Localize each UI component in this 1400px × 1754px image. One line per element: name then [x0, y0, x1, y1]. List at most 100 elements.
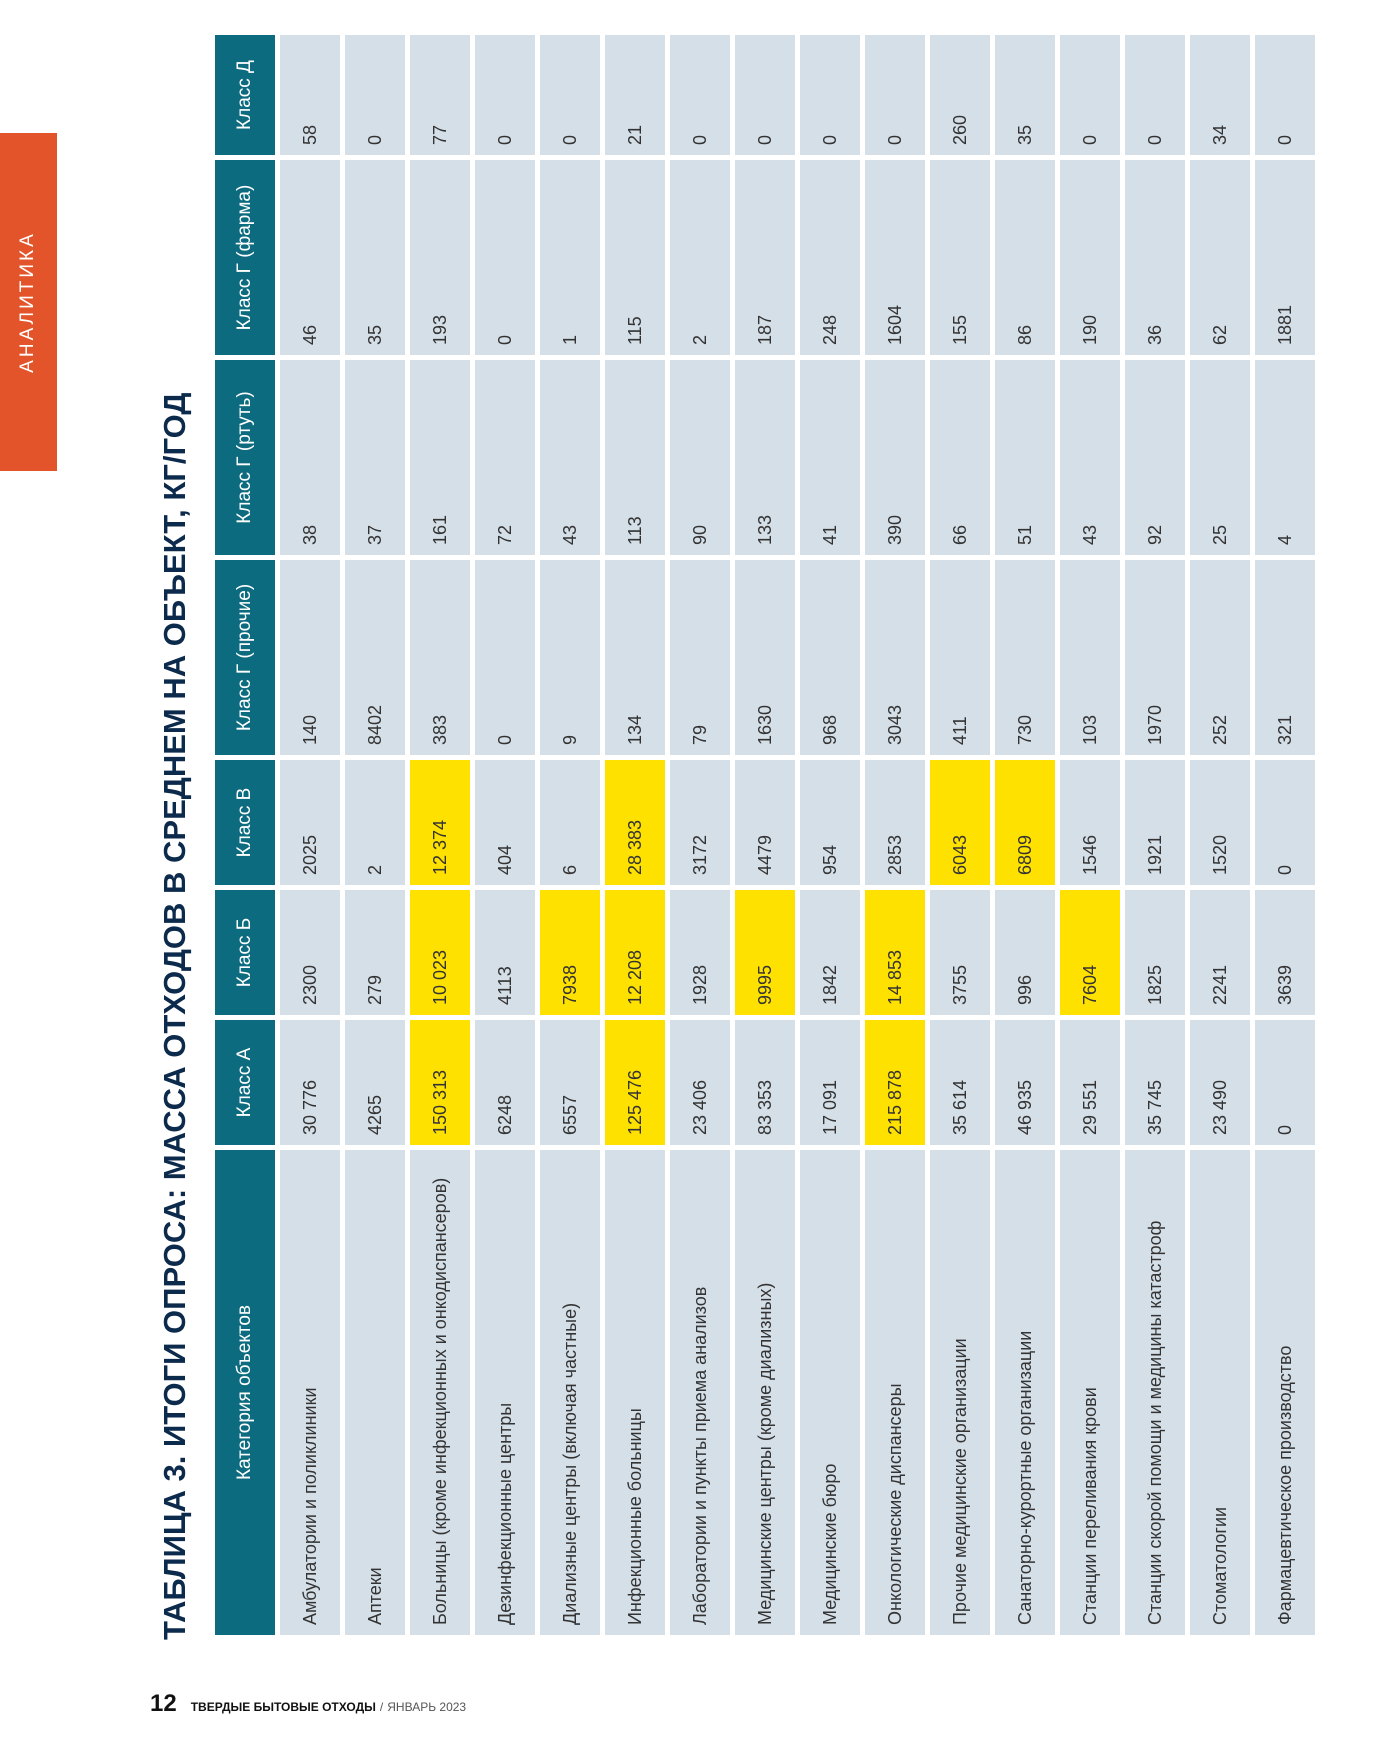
value-cell: 35 614 — [930, 1020, 990, 1145]
value-cell: 28 383 — [605, 760, 665, 885]
category-cell: Прочие медицинские организации — [930, 1150, 990, 1635]
value-cell: 29 551 — [1060, 1020, 1120, 1145]
value-cell: 4 — [1255, 360, 1315, 555]
value-cell: 133 — [735, 360, 795, 555]
value-cell: 954 — [800, 760, 860, 885]
value-cell: 996 — [995, 890, 1055, 1015]
category-cell: Инфекционные больницы — [605, 1150, 665, 1635]
value-cell: 92 — [1125, 360, 1185, 555]
value-cell: 1928 — [670, 890, 730, 1015]
value-cell: 86 — [995, 160, 1055, 355]
category-cell: Дезинфекционные центры — [475, 1150, 535, 1635]
value-cell: 1921 — [1125, 760, 1185, 885]
value-cell: 190 — [1060, 160, 1120, 355]
table-row: Санаторно-курортные организации 46 935 996… — [995, 35, 1055, 1635]
value-cell: 2241 — [1190, 890, 1250, 1015]
footer-separator: / — [379, 1700, 384, 1714]
value-cell: 46 — [280, 160, 340, 355]
value-cell: 6043 — [930, 760, 990, 885]
value-cell: 1604 — [865, 160, 925, 355]
value-cell: 0 — [475, 35, 535, 155]
value-cell: 25 — [1190, 360, 1250, 555]
value-cell: 2 — [345, 760, 405, 885]
value-cell: 115 — [605, 160, 665, 355]
value-cell: 113 — [605, 360, 665, 555]
section-tab: АНАЛИТИКА — [0, 133, 57, 471]
value-cell: 1546 — [1060, 760, 1120, 885]
value-cell: 4265 — [345, 1020, 405, 1145]
value-cell: 4113 — [475, 890, 535, 1015]
table-row: Медицинские центры (кроме диализных) 83 3… — [735, 35, 795, 1635]
value-cell: 1630 — [735, 560, 795, 755]
value-cell: 103 — [1060, 560, 1120, 755]
value-cell: 35 — [995, 35, 1055, 155]
magazine-name: ТВЕРДЫЕ БЫТОВЫЕ ОТХОДЫ — [190, 1700, 376, 1714]
value-cell: 77 — [410, 35, 470, 155]
header-class-5: Класс Г (ртуть) — [215, 360, 275, 555]
category-cell: Больницы (кроме инфекционных и онкодиспа… — [410, 1150, 470, 1635]
value-cell: 51 — [995, 360, 1055, 555]
table-row: Медицинские бюро 17 091 1842 954 968 41 248 0 — [800, 35, 860, 1635]
value-cell: 8402 — [345, 560, 405, 755]
table-row: Онкологические диспансеры 215 878 14 853 28… — [865, 35, 925, 1635]
category-cell: Лаборатории и пункты приема анализов — [670, 1150, 730, 1635]
value-cell: 0 — [735, 35, 795, 155]
value-cell: 2853 — [865, 760, 925, 885]
section-label: АНАЛИТИКА — [17, 231, 38, 373]
header-class-4: Класс Г (прочие) — [215, 560, 275, 755]
value-cell: 3172 — [670, 760, 730, 885]
value-cell: 58 — [280, 35, 340, 155]
value-cell: 46 935 — [995, 1020, 1055, 1145]
category-cell: Станции скорой помощи и медицины катастр… — [1125, 1150, 1185, 1635]
value-cell: 140 — [280, 560, 340, 755]
page-number: 12 — [150, 1690, 177, 1717]
value-cell: 2025 — [280, 760, 340, 885]
value-cell: 9995 — [735, 890, 795, 1015]
value-cell: 411 — [930, 560, 990, 755]
table-body: Амбулатории и поликлиники 30 776 2300 2025 1… — [280, 35, 1315, 1635]
value-cell: 134 — [605, 560, 665, 755]
table-row: Стоматологии 23 490 2241 1520 252 25 62 34 — [1190, 35, 1250, 1635]
value-cell: 38 — [280, 360, 340, 555]
value-cell: 1825 — [1125, 890, 1185, 1015]
value-cell: 404 — [475, 760, 535, 885]
value-cell: 14 853 — [865, 890, 925, 1015]
value-cell: 79 — [670, 560, 730, 755]
issue-date: ЯНВАРЬ 2023 — [387, 1700, 467, 1714]
value-cell: 3043 — [865, 560, 925, 755]
value-cell: 193 — [410, 160, 470, 355]
value-cell: 252 — [1190, 560, 1250, 755]
value-cell: 161 — [410, 360, 470, 555]
header-class-2: Класс Б — [215, 890, 275, 1015]
value-cell: 43 — [540, 360, 600, 555]
header-class-1: Класс А — [215, 1020, 275, 1145]
value-cell: 23 490 — [1190, 1020, 1250, 1145]
value-cell: 36 — [1125, 160, 1185, 355]
value-cell: 0 — [540, 35, 600, 155]
value-cell: 7938 — [540, 890, 600, 1015]
value-cell: 0 — [670, 35, 730, 155]
category-cell: Диализные центры (включая частные) — [540, 1150, 600, 1635]
value-cell: 41 — [800, 360, 860, 555]
value-cell: 35 — [345, 160, 405, 355]
value-cell: 0 — [1255, 1020, 1315, 1145]
value-cell: 6809 — [995, 760, 1055, 885]
value-cell: 1 — [540, 160, 600, 355]
value-cell: 17 091 — [800, 1020, 860, 1145]
table-row: Диализные центры (включая частные) 6557 79… — [540, 35, 600, 1635]
value-cell: 730 — [995, 560, 1055, 755]
value-cell: 0 — [345, 35, 405, 155]
value-cell: 72 — [475, 360, 535, 555]
value-cell: 968 — [800, 560, 860, 755]
value-cell: 0 — [475, 160, 535, 355]
value-cell: 2 — [670, 160, 730, 355]
value-cell: 1842 — [800, 890, 860, 1015]
value-cell: 0 — [800, 35, 860, 155]
table-row: Больницы (кроме инфекционных и онкодиспа… — [410, 35, 470, 1635]
value-cell: 187 — [735, 160, 795, 355]
value-cell: 0 — [865, 35, 925, 155]
table-row: Станции переливания крови 29 551 7604 1546 1… — [1060, 35, 1120, 1635]
category-cell: Санаторно-курортные организации — [995, 1150, 1055, 1635]
category-cell: Медицинские бюро — [800, 1150, 860, 1635]
